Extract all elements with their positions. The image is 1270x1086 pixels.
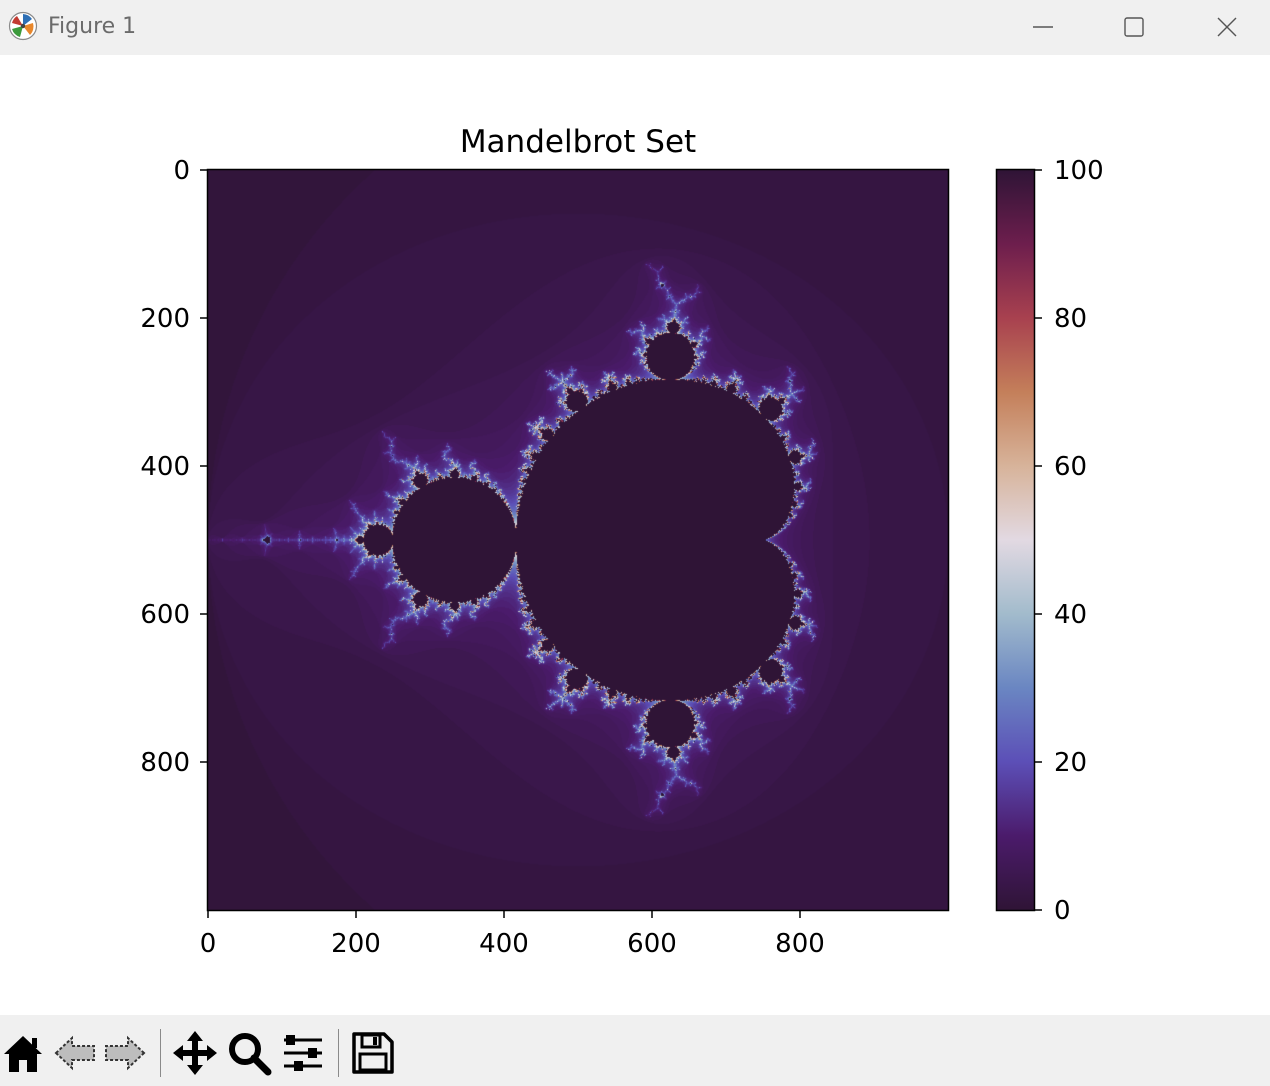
colorbar-axis: 0 20 40 60 80 100	[1034, 156, 1104, 926]
y-tick-label: 400	[140, 452, 190, 482]
chart-title: Mandelbrot Set	[460, 124, 696, 160]
zoom-button[interactable]	[226, 1030, 272, 1076]
y-axis: 0 200 400 600 800	[140, 156, 208, 778]
colorbar-frame	[995, 168, 1036, 912]
save-button[interactable]	[350, 1030, 396, 1076]
forward-button[interactable]	[102, 1030, 148, 1076]
toolbar-separator	[160, 1029, 161, 1077]
x-axis: 0 200 400 600 800	[200, 910, 825, 959]
zoom-icon	[229, 1033, 272, 1076]
colorbar-tick-label: 100	[1054, 156, 1104, 186]
minimize-icon	[1033, 26, 1053, 28]
y-tick-label: 800	[140, 748, 190, 778]
colorbar	[997, 170, 1034, 910]
x-tick-label: 200	[331, 929, 381, 959]
y-tick-label: 200	[140, 304, 190, 334]
configure-subplots-icon	[284, 1035, 322, 1071]
figure-canvas[interactable]: Mandelbrot Set 0 200 400 600 800 0 200 400 600 8…	[0, 55, 1270, 1015]
x-tick-label: 0	[200, 929, 217, 959]
configure-subplots-button[interactable]	[280, 1030, 326, 1076]
window-titlebar: Figure 1	[0, 0, 1270, 55]
toolbar-separator	[338, 1029, 339, 1077]
y-tick-label: 0	[173, 156, 190, 186]
maximize-icon	[1124, 17, 1144, 37]
save-icon	[352, 1032, 394, 1074]
mandelbrot-image[interactable]	[208, 170, 948, 910]
x-tick-label: 600	[627, 929, 677, 959]
colorbar-tick-label: 60	[1054, 452, 1087, 482]
close-icon	[1217, 17, 1237, 37]
window-title: Figure 1	[48, 14, 137, 39]
pan-icon	[173, 1031, 217, 1075]
matplotlib-logo-icon	[8, 11, 38, 41]
maximize-button[interactable]	[1114, 8, 1154, 46]
x-tick-label: 800	[775, 929, 825, 959]
figure-svg[interactable]: Mandelbrot Set 0 200 400 600 800 02004006008…	[0, 55, 1270, 1015]
colorbar-tick-label: 0	[1054, 896, 1071, 926]
home-button[interactable]	[0, 1030, 46, 1076]
colorbar-tick-label: 40	[1054, 600, 1087, 630]
colorbar-tick-label: 80	[1054, 304, 1087, 334]
axes-frame	[206, 168, 950, 912]
pan-button[interactable]	[172, 1030, 218, 1076]
home-icon	[4, 1036, 42, 1072]
back-button[interactable]	[52, 1030, 98, 1076]
back-arrow-icon	[54, 1035, 95, 1071]
close-button[interactable]	[1207, 8, 1247, 46]
x-tick-label: 400	[479, 929, 529, 959]
forward-arrow-icon	[105, 1035, 146, 1071]
y-tick-label: 600	[140, 600, 190, 630]
minimize-button[interactable]	[1023, 8, 1063, 46]
colorbar-tick-label: 20	[1054, 748, 1087, 778]
